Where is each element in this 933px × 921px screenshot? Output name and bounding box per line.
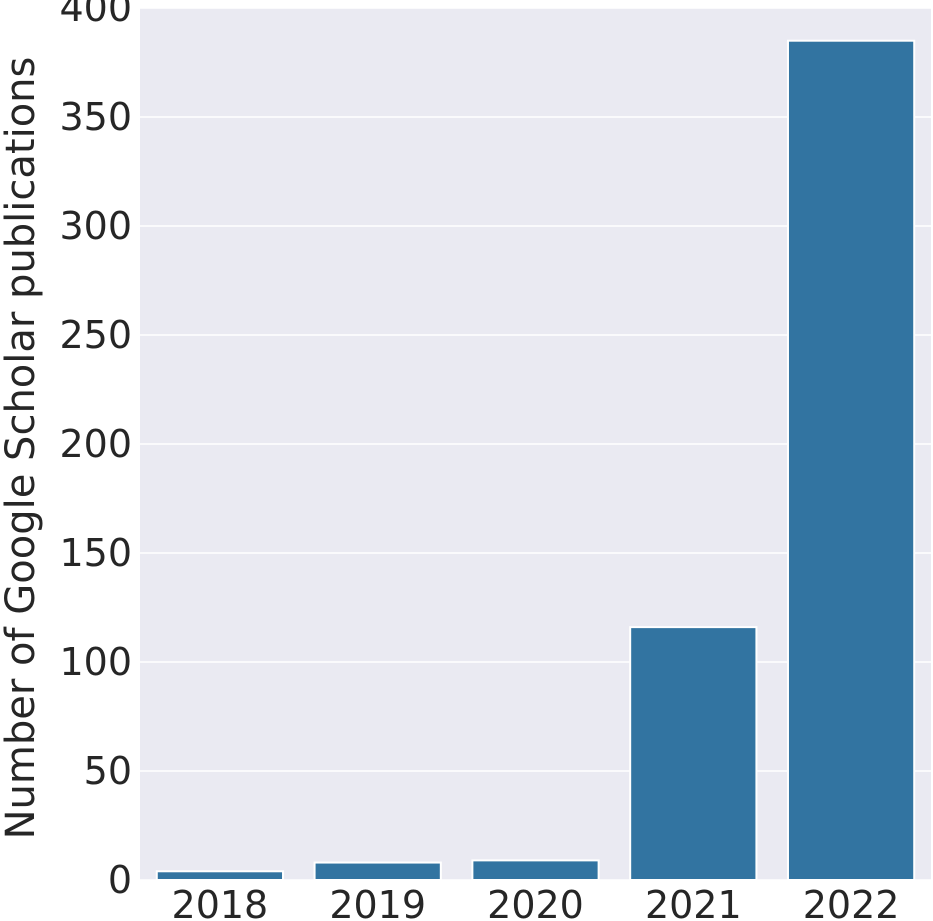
- bar-2021: [630, 627, 756, 880]
- x-tick-label: 2018: [172, 883, 269, 921]
- bar-2020: [472, 860, 598, 880]
- y-tick-label: 300: [59, 204, 132, 248]
- y-tick-label: 400: [59, 0, 132, 30]
- x-tick-label: 2019: [329, 883, 426, 921]
- y-tick-label: 250: [59, 313, 132, 357]
- x-tick-label: 2021: [645, 883, 742, 921]
- x-tick-label: 2020: [487, 883, 584, 921]
- bar-2018: [157, 871, 283, 880]
- y-tick-label: 200: [59, 422, 132, 466]
- y-tick-label: 350: [59, 95, 132, 139]
- y-axis-label: Number of Google Scholar publications: [0, 57, 44, 840]
- y-tick-labels: 0 50 100 150 200 250 300 350 400: [59, 0, 132, 902]
- y-tick-label: 150: [59, 531, 132, 575]
- bar-2019: [315, 863, 441, 880]
- x-tick-label: 2022: [803, 883, 900, 921]
- x-tick-labels: 2018 2019 2020 2021 2022: [172, 883, 900, 921]
- bar-2022: [788, 41, 914, 880]
- y-tick-label: 0: [108, 858, 132, 902]
- y-tick-label: 100: [59, 640, 132, 684]
- y-tick-label: 50: [84, 749, 132, 793]
